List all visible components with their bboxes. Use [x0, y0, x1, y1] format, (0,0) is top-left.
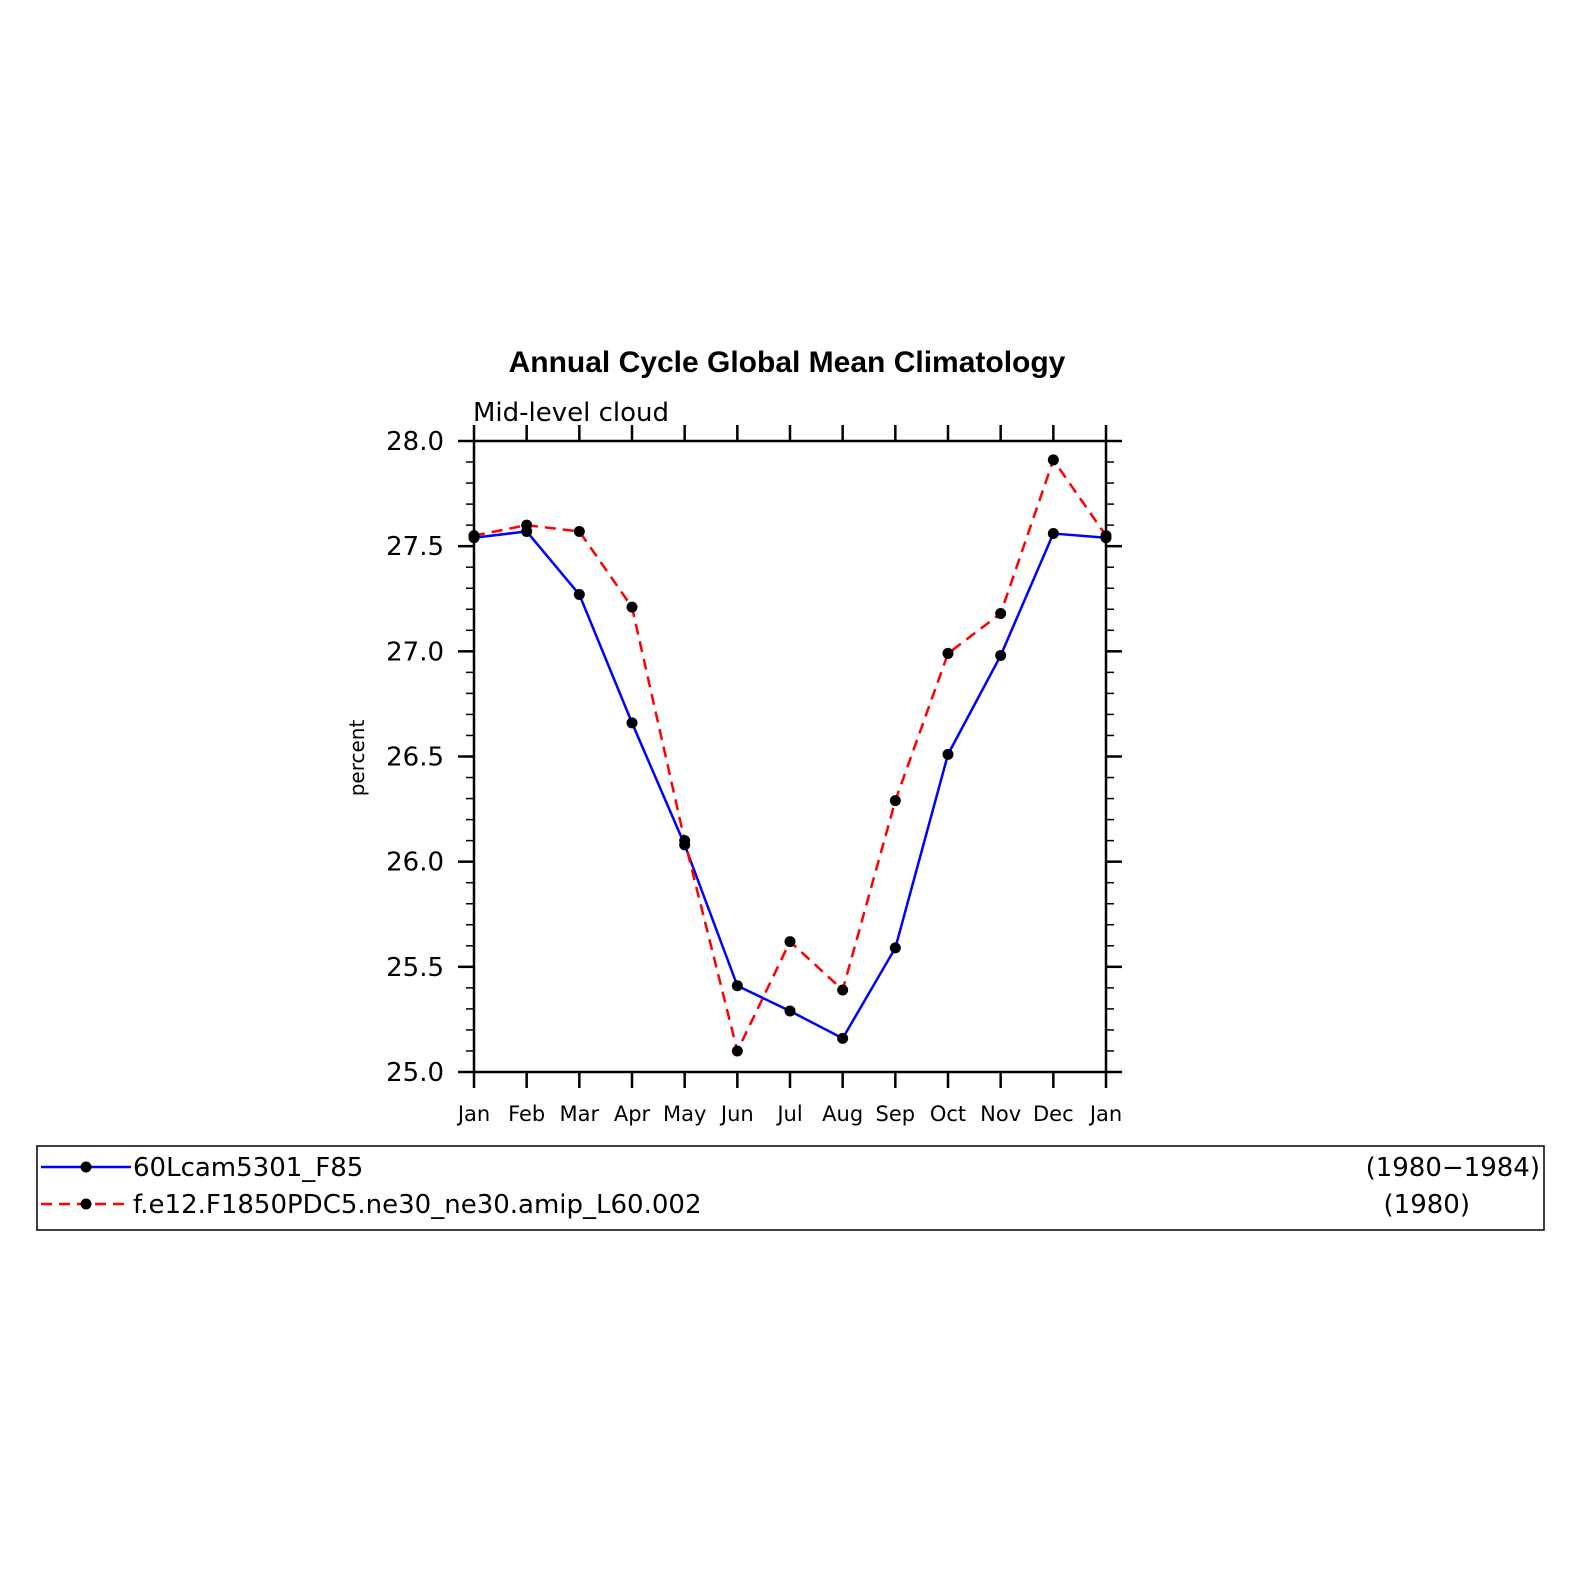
series-2-point	[731, 1045, 743, 1057]
legend-label-1: 60Lcam5301_F85	[133, 1153, 363, 1183]
y-tick-label: 27.5	[386, 532, 444, 562]
series-1-point	[626, 717, 638, 729]
series-line-2	[473, 457, 1108, 1055]
y-tick-label: 28.0	[386, 427, 444, 457]
y-tick-label: 26.5	[386, 743, 444, 773]
x-tick-label: Jul	[775, 1102, 802, 1126]
x-tick-label: Aug	[822, 1102, 863, 1126]
chart-title: Annual Cycle Global Mean Climatology	[509, 346, 1066, 379]
series-2-point	[837, 984, 849, 996]
series-line-1	[473, 530, 1107, 1041]
y-tick-label: 26.0	[386, 848, 444, 878]
x-tick-labels: Jan Feb Mar Apr May Jun Jul Aug Sep Oct Nov Dec Jan	[456, 1102, 1122, 1126]
x-tick-label: Dec	[1033, 1102, 1074, 1126]
x-tick-label: May	[663, 1102, 706, 1126]
axis-ticks	[458, 425, 1122, 1088]
y-tick-labels: 25.0 25.5 26.0 26.5 27.0 27.5 28.0	[386, 427, 444, 1088]
series-2-point	[942, 647, 954, 659]
series-1-point	[942, 748, 954, 760]
x-tick-label: Jun	[719, 1102, 754, 1126]
y-tick-label: 25.5	[386, 953, 444, 983]
series-1-point	[995, 650, 1007, 662]
x-tick-label: Mar	[560, 1102, 600, 1126]
x-tick-label: Jan	[456, 1102, 490, 1126]
legend: 60Lcam5301_F85 (1980−1984) f.e12.F1850PDC5…	[36, 1145, 1545, 1231]
chart-subtitle: Mid-level cloud	[473, 398, 669, 428]
series-2-point	[679, 835, 691, 847]
series-2-point	[889, 795, 901, 807]
series-layer	[468, 454, 1112, 1057]
series-1-point	[573, 589, 585, 601]
y-axis-label: percent	[345, 720, 369, 797]
x-tick-label: Sep	[876, 1102, 916, 1126]
legend-period-2: (1980)	[1384, 1190, 1470, 1220]
plot-frame	[472, 439, 1108, 1074]
legend-entries: 60Lcam5301_F85 (1980−1984) f.e12.F1850PDC5…	[41, 1153, 1540, 1220]
legend-marker-2	[80, 1198, 92, 1210]
x-tick-label: Apr	[614, 1102, 651, 1126]
series-1-point	[1047, 528, 1059, 540]
legend-period-1: (1980−1984)	[1366, 1153, 1540, 1183]
y-tick-label: 27.0	[386, 637, 444, 667]
series-1-point	[889, 942, 901, 954]
legend-box	[36, 1145, 1545, 1231]
x-tick-label: Feb	[508, 1102, 545, 1126]
x-tick-label: Nov	[980, 1102, 1021, 1126]
x-tick-label: Jan	[1088, 1102, 1122, 1126]
series-2-point	[784, 936, 796, 948]
series-2-point	[995, 607, 1007, 619]
series-1-point	[837, 1032, 849, 1044]
legend-marker-1	[80, 1161, 92, 1173]
series-2-point	[1047, 454, 1059, 466]
series-2-point	[573, 525, 585, 537]
series-1-point	[784, 1005, 796, 1017]
y-tick-label: 25.0	[386, 1058, 444, 1088]
x-tick-label: Oct	[930, 1102, 966, 1126]
legend-label-2: f.e12.F1850PDC5.ne30_ne30.amip_L60.002	[133, 1190, 701, 1220]
series-2-point	[521, 519, 533, 531]
series-1-point	[731, 980, 743, 992]
series-2-point	[626, 601, 638, 613]
